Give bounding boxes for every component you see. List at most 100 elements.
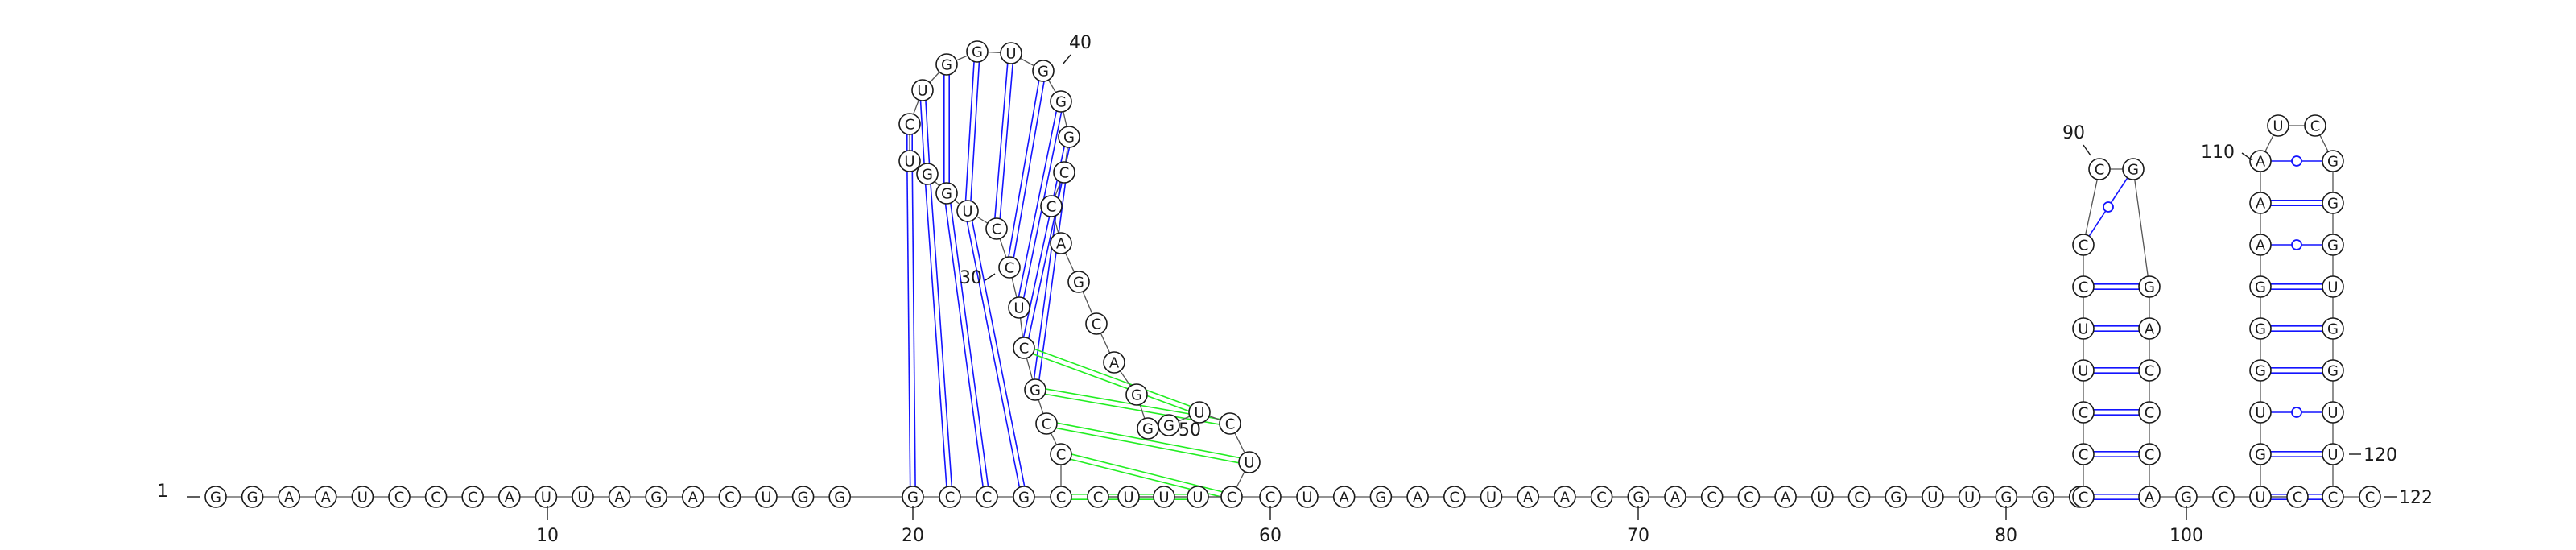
nucleotide-letter: U xyxy=(1302,490,1312,507)
nucleotide-letter: A xyxy=(1109,355,1120,372)
nucleotide-letter: G xyxy=(2327,196,2339,213)
pseudoknot-pair-line xyxy=(1032,353,1189,412)
nucleotide-120: U xyxy=(2322,443,2344,465)
nucleotide-122: C xyxy=(2359,486,2381,508)
nucleotide-letter: G xyxy=(2327,238,2339,254)
nucleotide-117: G xyxy=(2322,317,2344,340)
nucleotide-53: C xyxy=(1219,412,1241,435)
position-label-layer: 1 10 20 30 40 50 60 70 80 90 100 110 120… xyxy=(157,33,2433,546)
nucleotide-circle xyxy=(1590,486,1613,508)
nucleotide-letter: C xyxy=(1019,341,1030,358)
nucleotide-circle xyxy=(718,486,741,508)
nucleotide-115: G xyxy=(2322,234,2344,256)
nucleotide-106: G xyxy=(2249,317,2272,340)
label-position-10: 10 xyxy=(536,526,559,546)
nucleotide-circle xyxy=(2138,486,2161,508)
nucleotide-letter: C xyxy=(2219,490,2229,507)
canonical-pair-line xyxy=(944,204,984,487)
nucleotide-letter: U xyxy=(2327,279,2338,296)
wobble-pair-marker xyxy=(2103,201,2114,213)
nucleotide-circle xyxy=(1238,451,1261,473)
nucleotide-circle xyxy=(1040,195,1063,217)
nucleotide-letter: C xyxy=(2145,405,2155,422)
nucleotide-circle xyxy=(2322,486,2344,508)
nucleotide-letter: G xyxy=(2255,363,2266,380)
nucleotide-circle xyxy=(985,217,1008,240)
nucleotide-103: G xyxy=(2249,443,2272,465)
nucleotide-74: A xyxy=(1774,486,1797,508)
nucleotide-letter: G xyxy=(1142,421,1154,438)
nucleotide-letter: A xyxy=(688,490,699,507)
nucleotide-letter: G xyxy=(922,167,933,184)
nucleotide-letter: U xyxy=(2078,363,2088,380)
nucleotide-47: C xyxy=(1085,312,1108,335)
nucleotide-43: C xyxy=(1053,161,1075,184)
label-position-122: 122 xyxy=(2399,488,2433,508)
nucleotide-letter: U xyxy=(2327,447,2338,464)
nucleotide-circle xyxy=(1700,486,1724,508)
nucleotide-35: C xyxy=(898,113,921,135)
nucleotide-30: C xyxy=(985,217,1008,240)
nucleotide-letter: C xyxy=(394,490,405,507)
nucleotide-17: G xyxy=(791,486,815,508)
nucleotide-circle xyxy=(791,486,815,508)
nucleotide-42: G xyxy=(1058,126,1080,148)
nucleotide-letter: U xyxy=(1964,490,1975,507)
nucleotide-letter: G xyxy=(2144,279,2155,296)
nucleotide-letter: G xyxy=(2128,162,2139,179)
nucleotide-10: U xyxy=(535,486,558,508)
nucleotide-letter: U xyxy=(2255,490,2265,507)
nucleotide-99: C xyxy=(2212,486,2235,508)
nucleotide-letter: C xyxy=(431,490,441,507)
label-position-100: 100 xyxy=(2169,526,2203,546)
nucleotide-circle xyxy=(1067,271,1090,293)
nucleotide-letter: U xyxy=(1013,300,1024,317)
nucleotide-24: C xyxy=(1050,443,1072,465)
nucleotide-letter: U xyxy=(2255,405,2265,422)
nucleotide-48: A xyxy=(1103,351,1125,374)
nucleotide-letter: C xyxy=(1225,416,1236,433)
nucleotide-letter: C xyxy=(1450,490,1460,507)
nucleotide-circle xyxy=(278,486,301,508)
nucleotide-2: G xyxy=(241,486,264,508)
nucleotide-letter: U xyxy=(2078,321,2088,338)
nucleotide-letter: C xyxy=(2310,118,2321,135)
nucleotide-23: C xyxy=(1050,486,1072,508)
nucleotide-letter: C xyxy=(1092,316,1102,333)
nucleotide-letter: A xyxy=(505,490,515,507)
nucleotide-41: G xyxy=(1050,90,1072,113)
nucleotide-letter: C xyxy=(2145,363,2155,380)
nucleotide-circle xyxy=(351,486,374,508)
label-position-60: 60 xyxy=(1259,526,1282,546)
nucleotide-11: U xyxy=(572,486,594,508)
nucleotide-circle xyxy=(2322,150,2344,172)
nucleotide-circle xyxy=(2322,234,2344,256)
nucleotide-letter: G xyxy=(2000,490,2012,507)
nucleotide-circle xyxy=(2072,317,2095,340)
nucleotide-letter: G xyxy=(2327,154,2339,171)
nucleotide-letter: C xyxy=(1707,490,1717,507)
nucleotide-letter: C xyxy=(468,490,478,507)
nucleotide-31: U xyxy=(956,200,979,222)
pseudoknot-pair-line xyxy=(1056,427,1239,464)
nucleotide-113: G xyxy=(2322,150,2344,172)
nucleotide-105: G xyxy=(2249,359,2272,382)
nucleotide-59: C xyxy=(1087,486,1109,508)
nucleotide-112: C xyxy=(2304,114,2326,137)
nucleotide-22: G xyxy=(1013,486,1035,508)
nucleotide-111: U xyxy=(2267,114,2289,137)
nucleotide-circle xyxy=(2072,486,2095,508)
nucleotide-letter: U xyxy=(1005,46,1016,63)
nucleotide-circle xyxy=(1153,486,1175,508)
nucleotide-circle xyxy=(1053,161,1075,184)
nucleotide-18: G xyxy=(828,486,851,508)
nucleotide-97: A xyxy=(2138,486,2161,508)
nucleotide-circle xyxy=(935,182,958,205)
nucleotide-letter: G xyxy=(972,44,983,61)
canonical-pair-line xyxy=(970,62,980,201)
nucleotide-letter: C xyxy=(1854,490,1864,507)
nucleotide-1: G xyxy=(204,486,227,508)
nucleotide-letter: G xyxy=(2037,490,2049,507)
nucleotide-letter: A xyxy=(1056,236,1067,253)
nucleotide-letter: C xyxy=(2145,447,2155,464)
